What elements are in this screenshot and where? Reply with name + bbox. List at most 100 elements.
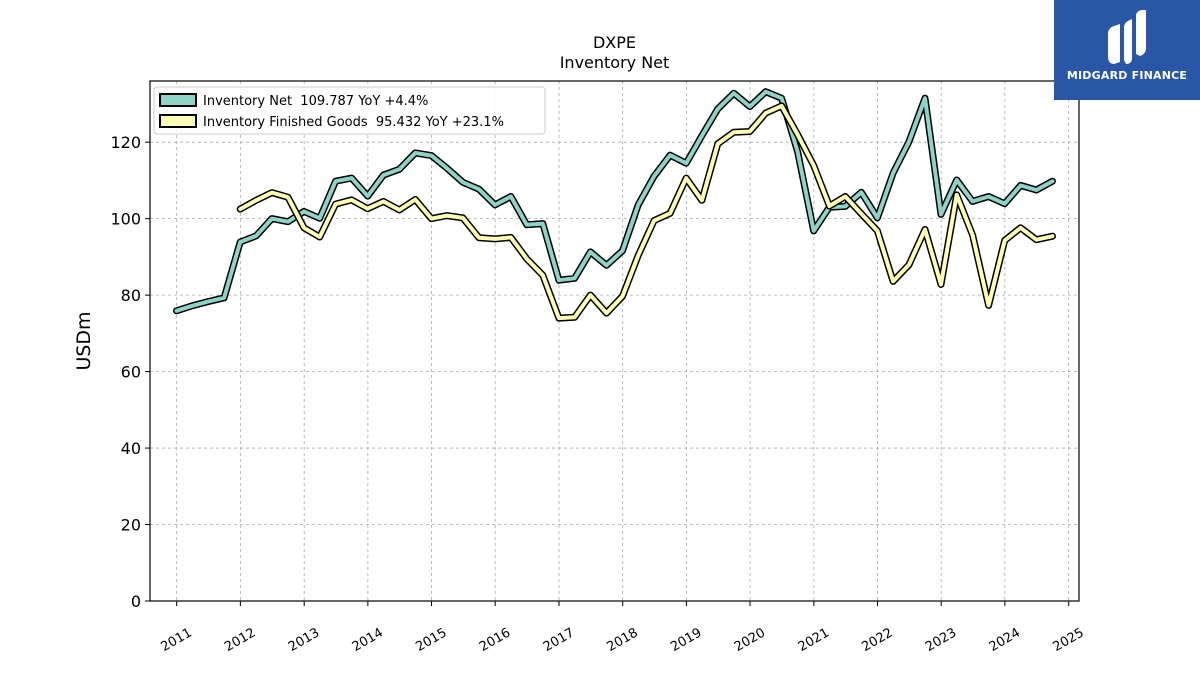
series-1-point: [813, 165, 815, 167]
x-tick-label: 2020: [732, 625, 768, 655]
series-1-point: [828, 205, 830, 207]
series-0-point: [574, 277, 576, 279]
series-0-point: [685, 162, 687, 164]
series-line-1: [238, 103, 1055, 321]
chart-subtitle: Inventory Net: [560, 53, 670, 72]
series-1-point: [414, 199, 416, 201]
series-1-point: [589, 294, 591, 296]
series-1-point: [510, 236, 512, 238]
x-tick-label: 2025: [1051, 625, 1087, 655]
series-0-point: [956, 179, 958, 181]
series-1-point: [956, 194, 958, 196]
series-0-point: [287, 221, 289, 223]
series-1-point: [430, 218, 432, 220]
series-0-point: [1052, 180, 1054, 182]
series-0-point: [176, 310, 178, 312]
series-0-point: [1020, 184, 1022, 186]
x-tick-label: 2021: [796, 625, 832, 655]
series-0-point: [239, 241, 241, 243]
grid-layer: [150, 81, 1079, 602]
series-1-point: [351, 199, 353, 201]
series-1-point: [669, 212, 671, 214]
series-1-point: [860, 213, 862, 215]
series-0-point: [382, 174, 384, 176]
series-0-point: [351, 177, 353, 179]
series-1-point: [606, 312, 608, 314]
lines-layer: [173, 88, 1056, 322]
series-0-point: [749, 106, 751, 108]
series-1-point: [398, 209, 400, 211]
series-0-point: [303, 210, 305, 212]
x-tick-label: 2017: [541, 625, 577, 655]
x-tick-label: 2012: [222, 625, 258, 655]
x-tick-label: 2016: [477, 625, 513, 655]
series-1-point: [765, 112, 767, 114]
y-tick-label: 60: [121, 363, 141, 382]
legend-label-inventory-net: Inventory Net 109.787 YoY +4.4%: [203, 94, 428, 109]
series-0-point: [924, 97, 926, 99]
series-0-point: [462, 181, 464, 183]
series-1-point: [924, 228, 926, 230]
series-1-point: [1020, 227, 1022, 229]
series-0-point: [446, 167, 448, 169]
y-tick-label: 20: [121, 516, 141, 535]
series-0-point: [191, 305, 193, 307]
series-1-point: [303, 227, 305, 229]
series-0-point: [860, 191, 862, 193]
series-1-point: [908, 264, 910, 266]
series-0-point: [940, 213, 942, 215]
series-1-point: [478, 237, 480, 239]
series-1-point: [319, 236, 321, 238]
series-0-point: [733, 92, 735, 94]
series-1-point: [988, 304, 990, 306]
series-1-point: [717, 143, 719, 145]
y-tick-label: 100: [110, 210, 141, 229]
series-1-point: [271, 192, 273, 194]
series-0-point: [1035, 189, 1037, 191]
series-1-point: [542, 274, 544, 276]
series-0-point: [223, 297, 225, 299]
series-0-point: [653, 175, 655, 177]
series-1-point: [574, 316, 576, 318]
y-tick-label: 80: [121, 286, 141, 305]
series-1-point: [1035, 239, 1037, 241]
series-line-0: [174, 89, 1055, 313]
y-tick-label: 120: [110, 133, 141, 152]
series-0-point: [988, 196, 990, 198]
series-0-point: [765, 91, 767, 93]
series-0-point: [271, 218, 273, 220]
series-1-point: [749, 131, 751, 133]
series-0-point: [478, 188, 480, 190]
series-0-point: [876, 217, 878, 219]
series-1-point: [653, 220, 655, 222]
series-1-point: [526, 258, 528, 260]
series-1-point: [876, 230, 878, 232]
series-0-point: [367, 195, 369, 197]
x-tick-label: 2015: [413, 625, 449, 655]
series-0-point: [207, 301, 209, 303]
series-1-point: [1052, 235, 1054, 237]
series-1-point: [781, 105, 783, 107]
series-0-point: [494, 204, 496, 206]
x-tick-label: 2014: [350, 625, 386, 655]
series-1-point: [255, 199, 257, 201]
series-0-point: [637, 204, 639, 206]
series-1-point: [972, 234, 974, 236]
series-0-point: [255, 235, 257, 237]
series-1-point: [287, 196, 289, 198]
series-0-point: [972, 200, 974, 202]
series-0-point: [622, 250, 624, 252]
series-0-point: [398, 168, 400, 170]
x-tick-label: 2019: [668, 625, 704, 655]
series-1-point: [797, 134, 799, 136]
x-tick-label: 2024: [987, 625, 1023, 655]
series-1-point: [733, 131, 735, 133]
legend-swatch-finished-goods: [159, 114, 197, 128]
series-0-point: [813, 230, 815, 232]
legend-label-finished-goods: Inventory Finished Goods 95.432 YoY +23.…: [203, 115, 504, 130]
x-tick-label: 2018: [605, 625, 641, 655]
series-1-point: [685, 177, 687, 179]
series-1-point: [462, 217, 464, 219]
series-1-point: [335, 203, 337, 205]
